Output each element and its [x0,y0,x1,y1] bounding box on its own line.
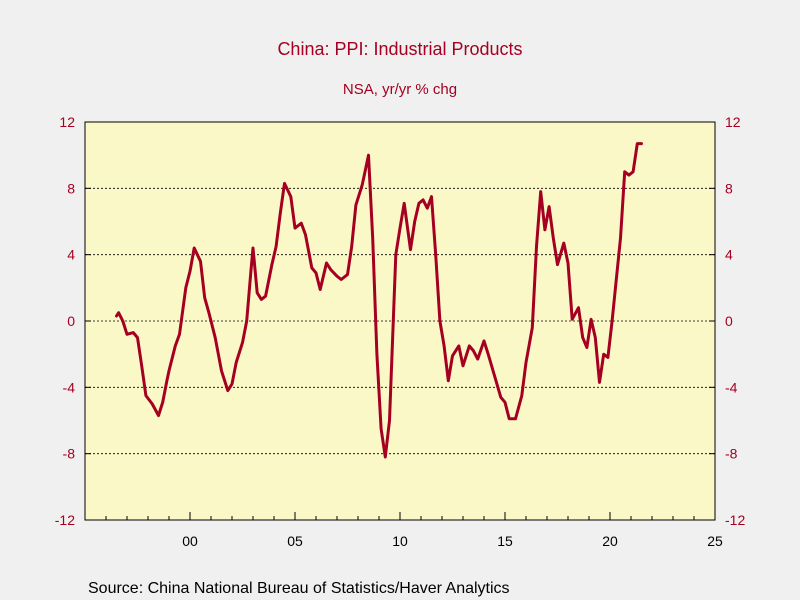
x-tick-label: 05 [287,533,303,549]
chart-subtitle: NSA, yr/yr % chg [343,81,457,98]
y-tick-label-right: 0 [725,313,733,329]
chart-title: China: PPI: Industrial Products [277,39,522,59]
y-tick-label-left: -4 [63,379,76,395]
x-tick-label: 15 [497,533,513,549]
y-tick-label-left: 8 [67,180,75,196]
y-tick-label-right: -4 [725,379,738,395]
x-tick-label: 00 [182,533,198,549]
plot-area [84,121,716,521]
y-tick-label-right: 8 [725,180,733,196]
x-tick-label: 20 [602,533,618,549]
chart-source: Source: China National Bureau of Statist… [88,580,510,597]
x-axis-ticks: 00 05 10 15 20 25 [84,512,723,549]
grid-layer [85,187,715,455]
y-axis-ticks: 12 12 8 8 4 4 0 0 -4 -4 -8 -8 -12 -12 [55,114,746,528]
x-tick-label: 10 [392,533,408,549]
y-tick-label-right: 4 [725,247,733,263]
y-tick-label-left: -8 [63,446,76,462]
y-tick-label-left: -12 [55,512,75,528]
y-tick-label-right: -8 [725,446,738,462]
y-tick-label-right: 12 [725,114,741,130]
y-tick-label-left: 0 [67,313,75,329]
x-tick-label: 25 [707,533,723,549]
y-tick-label-left: 12 [59,114,75,130]
y-tick-label-right: -12 [725,512,745,528]
series-layer [115,142,643,459]
y-tick-label-left: 4 [67,247,75,263]
series-line-ppi [115,142,643,459]
